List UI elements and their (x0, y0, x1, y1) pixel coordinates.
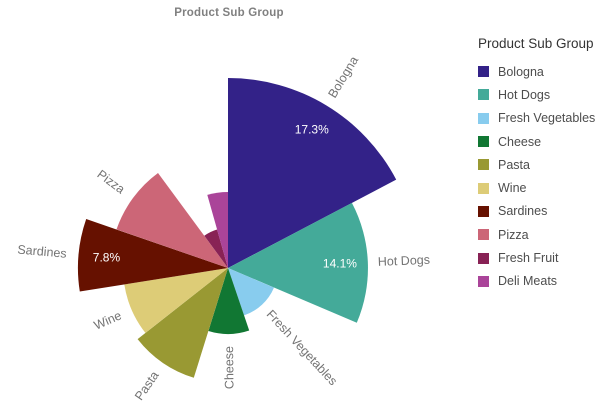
pie-slice-sardines[interactable] (77, 219, 228, 292)
legend-color-swatch-icon (478, 252, 489, 264)
pie-slice-bologna[interactable] (228, 77, 397, 268)
legend-items: Bologna Hot Dogs Fresh Vegetables Cheese Pas… (478, 60, 604, 293)
pie-slice-fresh-fruit[interactable] (204, 229, 228, 269)
legend-item-wine[interactable]: Wine (478, 176, 604, 199)
legend-item-deli-meats[interactable]: Deli Meats (478, 270, 604, 293)
legend-item-bologna[interactable]: Bologna (478, 60, 604, 83)
chart-title: Product Sub Group (174, 7, 284, 19)
slice-label-pasta: Pasta (132, 369, 162, 403)
pie-slice-pasta[interactable] (137, 268, 228, 378)
slice-label-hot-dogs: Hot Dogs (378, 253, 431, 269)
pie-slice-cheese[interactable] (208, 268, 250, 334)
legend-item-pizza[interactable]: Pizza (478, 223, 604, 246)
legend-color-swatch-icon (478, 205, 489, 217)
legend-color-swatch-icon (478, 112, 489, 124)
pie-slice-wine[interactable] (124, 268, 228, 333)
slice-label-sardines: Sardines (17, 242, 67, 260)
legend-item-label: Fresh Vegetables (498, 111, 596, 126)
legend-color-swatch-icon (478, 275, 489, 287)
legend-item-pasta[interactable]: Pasta (478, 153, 604, 176)
legend-item-fresh-fruit[interactable]: Fresh Fruit (478, 246, 604, 269)
legend-item-hot-dogs[interactable]: Hot Dogs (478, 83, 604, 106)
pie-slice-hot-dogs[interactable] (228, 202, 368, 323)
slice-value-label-hot-dogs: 14.1% (323, 256, 357, 270)
slice-label-wine: Wine (92, 308, 124, 332)
legend-item-label: Cheese (498, 134, 542, 149)
legend-item-label: Wine (498, 181, 527, 196)
legend-color-swatch-icon (478, 66, 489, 78)
legend-color-swatch-icon (478, 182, 489, 194)
slice-label-fresh-vegetables: Fresh Vegetables (264, 307, 340, 388)
slice-value-label-sardines: 7.8% (93, 250, 121, 264)
legend: Product Sub Group Bologna Hot Dogs Fresh V… (478, 36, 604, 293)
legend-color-swatch-icon (478, 159, 489, 171)
pie-slice-deli-meats[interactable] (207, 192, 228, 268)
slice-value-label-bologna: 17.3% (295, 122, 329, 136)
legend-item-cheese[interactable]: Cheese (478, 130, 604, 153)
legend-item-fresh-vegetables[interactable]: Fresh Vegetables (478, 107, 604, 130)
legend-title: Product Sub Group (478, 36, 594, 51)
legend-color-swatch-icon (478, 89, 489, 101)
pie-slice-pizza[interactable] (116, 173, 229, 268)
slice-label-bologna: Bologna (325, 54, 361, 101)
pie-chart: 17.3% Bologna 14.1% Hot Dogs Fresh Vegetable… (17, 54, 431, 403)
legend-color-swatch-icon (478, 136, 489, 148)
legend-item-sardines[interactable]: Sardines (478, 200, 604, 223)
slice-label-pizza: Pizza (95, 167, 128, 196)
legend-item-label: Pasta (498, 157, 530, 172)
legend-item-label: Deli Meats (498, 274, 558, 289)
legend-item-label: Sardines (498, 204, 548, 219)
legend-item-label: Bologna (498, 64, 544, 79)
legend-item-label: Hot Dogs (498, 87, 551, 102)
legend-item-label: Fresh Fruit (498, 251, 559, 266)
pie-slice-fresh-vegetables[interactable] (228, 268, 274, 316)
legend-color-swatch-icon (478, 229, 489, 241)
legend-item-label: Pizza (498, 227, 529, 242)
slice-label-cheese: Cheese (222, 346, 237, 389)
